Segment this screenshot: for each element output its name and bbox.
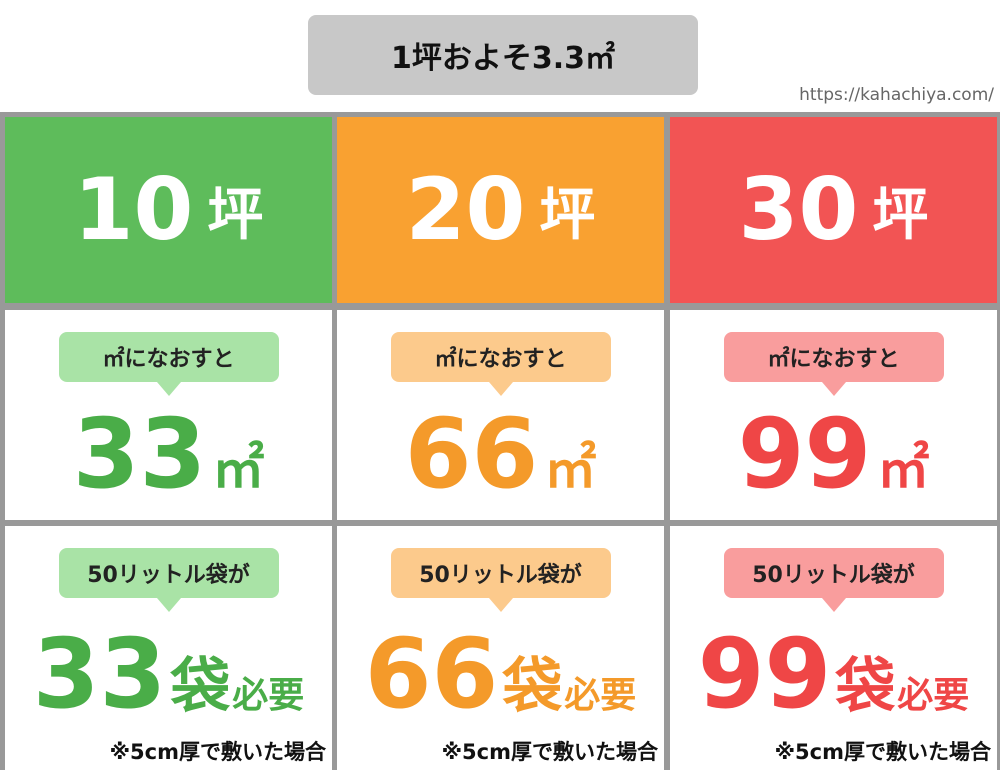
bag-unit: 袋 (170, 652, 231, 722)
area-cell: ㎡になおすと 66 ㎡ (337, 310, 664, 520)
bag-number: 66 (364, 618, 499, 730)
header-cell: 30 坪 (670, 117, 997, 303)
speech-bubble: ㎡になおすと (58, 332, 279, 396)
area-value: 66 ㎡ (337, 398, 664, 510)
bag-cell: 50リットル袋が 33袋必要 ※5cm厚で敷いた場合 (5, 526, 332, 770)
speech-bubble: 50リットル袋が (723, 548, 944, 612)
bubble-text: 50リットル袋が (419, 563, 582, 588)
bubble-text: ㎡になおすと (102, 347, 235, 372)
bag-value: 66袋必要 (337, 618, 664, 730)
need-text: 必要 (564, 675, 637, 716)
footnote: ※5cm厚で敷いた場合 (441, 740, 658, 764)
footnote: ※5cm厚で敷いた場合 (774, 740, 991, 764)
tsubo-unit: 坪 (872, 182, 929, 248)
bag-number: 99 (697, 618, 832, 730)
tsubo-number: 30 (738, 160, 859, 260)
bag-unit: 袋 (835, 652, 896, 722)
bag-number: 33 (32, 618, 167, 730)
bag-value: 33袋必要 (5, 618, 332, 730)
speech-bubble: ㎡になおすと (390, 332, 611, 396)
tsubo-unit: 坪 (207, 182, 264, 248)
need-text: 必要 (232, 675, 305, 716)
area-cell: ㎡になおすと 99 ㎡ (670, 310, 997, 520)
tsubo-number: 10 (73, 160, 194, 260)
area-value: 99 ㎡ (670, 398, 997, 510)
speech-bubble: 50リットル袋が (390, 548, 611, 612)
bag-cell: 50リットル袋が 99袋必要 ※5cm厚で敷いた場合 (670, 526, 997, 770)
bag-cell: 50リットル袋が 66袋必要 ※5cm厚で敷いた場合 (337, 526, 664, 770)
area-value: 33 ㎡ (5, 398, 332, 510)
header-cell: 20 坪 (337, 117, 664, 303)
footnote: ※5cm厚で敷いた場合 (109, 740, 326, 764)
bubble-text: ㎡になおすと (434, 347, 567, 372)
need-text: 必要 (897, 675, 970, 716)
bubble-text: 50リットル袋が (752, 563, 915, 588)
area-number: 99 (737, 398, 872, 510)
speech-bubble: 50リットル袋が (58, 548, 279, 612)
area-number: 33 (72, 398, 207, 510)
bag-unit: 袋 (502, 652, 563, 722)
tsubo-unit: 坪 (539, 182, 596, 248)
tsubo-number: 20 (405, 160, 526, 260)
area-unit: ㎡ (877, 440, 930, 500)
title: 1坪およそ3.3㎡ (308, 15, 698, 95)
area-unit: ㎡ (544, 440, 597, 500)
area-number: 66 (404, 398, 539, 510)
speech-bubble: ㎡になおすと (723, 332, 944, 396)
bag-value: 99袋必要 (670, 618, 997, 730)
area-unit: ㎡ (212, 440, 265, 500)
bubble-text: 50リットル袋が (87, 563, 250, 588)
header-cell: 10 坪 (5, 117, 332, 303)
area-cell: ㎡になおすと 33 ㎡ (5, 310, 332, 520)
source-url: https://kahachiya.com/ (799, 85, 994, 105)
bubble-text: ㎡になおすと (767, 347, 900, 372)
